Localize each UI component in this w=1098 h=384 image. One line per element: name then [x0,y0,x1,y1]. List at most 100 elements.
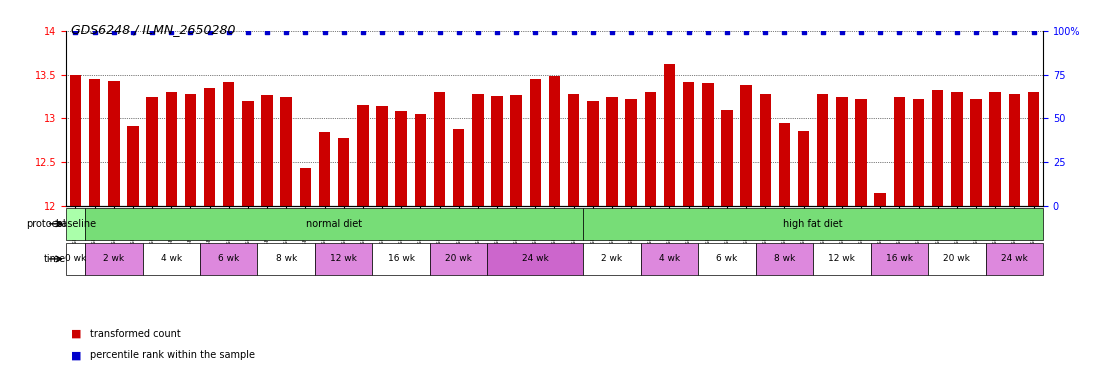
Point [430,30,448,36]
FancyBboxPatch shape [200,243,258,275]
Bar [971,99,982,206]
Point [986,30,1004,36]
Point [335,30,352,36]
Bar [951,92,963,206]
Bar [989,92,1001,206]
Point [220,30,237,36]
Point [354,30,371,36]
Point [163,30,180,36]
Text: transformed count: transformed count [90,329,181,339]
Text: 24 wk: 24 wk [522,255,549,263]
Bar [511,95,522,206]
Bar [645,92,656,206]
Point [144,30,161,36]
Point [910,30,928,36]
Point [201,30,219,36]
Bar [127,126,138,206]
Bar [395,111,407,206]
Text: 2 wk: 2 wk [602,255,623,263]
Text: 20 wk: 20 wk [943,255,971,263]
FancyBboxPatch shape [583,208,1043,240]
Text: 6 wk: 6 wk [716,255,738,263]
Point [278,30,295,36]
Bar [529,79,541,206]
FancyBboxPatch shape [698,243,755,275]
Bar [1009,94,1020,206]
Bar [261,95,272,206]
Point [412,30,429,36]
Bar [415,114,426,206]
Point [929,30,946,36]
Bar [721,110,732,206]
Point [489,30,506,36]
Text: 4 wk: 4 wk [659,255,680,263]
Point [564,30,582,36]
Bar [912,99,925,206]
Bar [606,96,618,206]
Text: 2 wk: 2 wk [103,255,124,263]
Bar [434,92,446,206]
Bar [740,85,752,206]
FancyBboxPatch shape [66,208,85,240]
Point [1006,30,1023,36]
Bar [377,106,388,206]
Text: 4 wk: 4 wk [160,255,182,263]
Point [258,30,276,36]
Point [661,30,679,36]
Text: ■: ■ [71,329,82,339]
Point [623,30,640,36]
FancyBboxPatch shape [814,243,871,275]
FancyBboxPatch shape [85,243,143,275]
FancyBboxPatch shape [755,243,814,275]
Bar [280,96,292,206]
Point [603,30,620,36]
Text: 6 wk: 6 wk [219,255,239,263]
Point [450,30,468,36]
Bar [817,94,829,206]
Point [833,30,851,36]
Point [1024,30,1042,36]
Text: 16 wk: 16 wk [388,255,415,263]
Point [86,30,103,36]
Bar [184,94,197,206]
FancyBboxPatch shape [871,243,928,275]
Point [699,30,717,36]
FancyBboxPatch shape [66,243,85,275]
Bar [1028,92,1040,206]
FancyBboxPatch shape [928,243,986,275]
Bar [166,92,177,206]
Point [105,30,123,36]
Point [775,30,793,36]
Text: ■: ■ [71,350,82,360]
Point [67,30,85,36]
Point [680,30,697,36]
Text: 8 wk: 8 wk [276,255,296,263]
Bar [204,88,215,206]
Point [181,30,199,36]
Bar [568,94,580,206]
Point [967,30,985,36]
Point [316,30,334,36]
Bar [338,138,349,206]
Bar [702,83,714,206]
Bar [760,94,771,206]
FancyBboxPatch shape [85,208,583,240]
Text: GDS6248 / ILMN_2650280: GDS6248 / ILMN_2650280 [71,23,236,36]
Bar [108,81,120,206]
Bar [491,96,503,206]
Bar [549,76,560,206]
Bar [932,90,943,206]
Bar [89,79,100,206]
FancyBboxPatch shape [986,243,1043,275]
Point [814,30,831,36]
Bar [223,82,235,206]
FancyBboxPatch shape [372,243,430,275]
Point [527,30,545,36]
FancyBboxPatch shape [488,243,583,275]
Text: normal diet: normal diet [306,219,362,229]
Bar [472,94,483,206]
FancyBboxPatch shape [430,243,488,275]
Text: percentile rank within the sample: percentile rank within the sample [90,350,255,360]
Point [507,30,525,36]
Text: 24 wk: 24 wk [1001,255,1028,263]
